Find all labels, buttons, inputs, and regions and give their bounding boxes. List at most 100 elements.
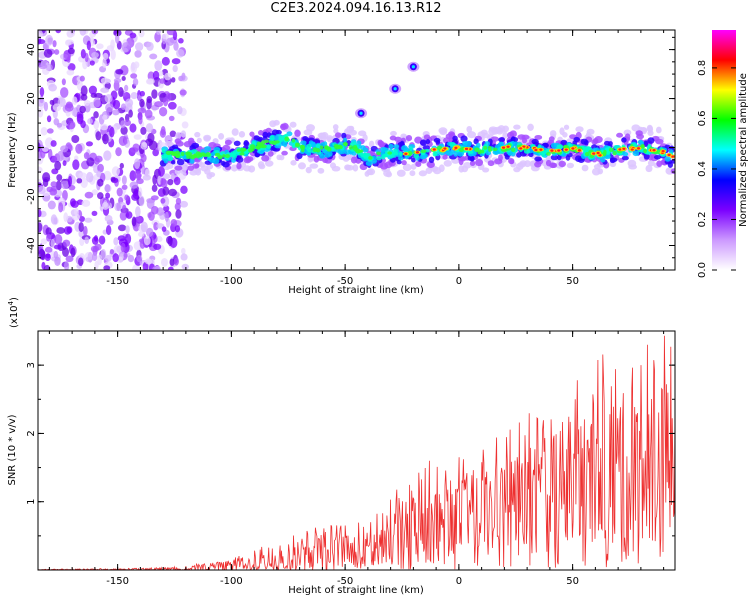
ridge-blob: [253, 135, 260, 141]
snr-y-axis-label: SNR (10 * v/v): [7, 414, 18, 485]
ridge-blob: [348, 125, 355, 132]
ridge-blob: [368, 156, 373, 160]
ridge-hotspot-core: [596, 151, 600, 155]
ridge-blob: [473, 138, 479, 145]
spectrogram-x-axis-label: Height of straight line (km): [288, 285, 424, 296]
noise-blob: [134, 50, 142, 58]
noise-blob: [38, 209, 42, 218]
spectrogram-x-tick-label: -50: [337, 276, 353, 287]
ridge-blob: [305, 146, 312, 151]
noise-blob: [40, 127, 48, 136]
ridge-blob: [423, 134, 431, 141]
ridge-hotspot-core: [415, 151, 420, 154]
ridge-blob: [637, 139, 644, 145]
ridge-blob: [300, 140, 307, 145]
noise-blob: [150, 195, 159, 201]
ridge-blob: [425, 139, 431, 145]
colorbar-tick-label: 0.2: [697, 212, 708, 228]
ridge-blob: [399, 151, 403, 157]
noise-blob: [113, 237, 119, 246]
noise-blob: [111, 166, 121, 177]
noise-blob: [104, 254, 112, 262]
noise-blob: [179, 89, 187, 96]
ridge-blob: [352, 141, 357, 147]
noise-blob: [46, 233, 52, 242]
ridge-hotspot-core: [522, 145, 526, 148]
noise-blob: [93, 111, 99, 119]
ridge-blob: [655, 138, 664, 145]
ridge-blob: [280, 123, 286, 129]
ridge-blob: [390, 130, 397, 137]
noise-blob: [142, 174, 151, 181]
noise-blob: [38, 63, 48, 70]
noise-blob: [91, 189, 98, 196]
ridge-blob: [301, 147, 305, 153]
ridge-blob: [332, 124, 339, 130]
noise-blob: [152, 149, 159, 157]
noise-blob: [66, 69, 75, 76]
noise-blob: [116, 187, 123, 197]
ridge-blob: [488, 127, 497, 136]
noise-blob: [162, 186, 170, 196]
noise-blob: [124, 119, 132, 126]
ridge-blob: [291, 138, 296, 143]
ridge-blob: [392, 148, 398, 154]
ridge-blob: [405, 135, 413, 142]
ridge-blob: [443, 159, 452, 167]
ridge-blob: [231, 128, 239, 136]
noise-blob: [135, 42, 144, 52]
noise-blob: [113, 78, 122, 84]
noise-blob: [58, 202, 64, 213]
noise-blob: [50, 214, 58, 225]
noise-blob: [81, 199, 91, 207]
ridge-blob: [176, 158, 185, 166]
noise-blob: [145, 78, 154, 85]
noise-blob: [114, 33, 120, 44]
ridge-blob: [335, 144, 341, 149]
noise-blob: [152, 174, 157, 185]
ridge-blob: [290, 160, 297, 166]
noise-blob: [120, 103, 127, 111]
noise-blob: [144, 258, 152, 265]
ridge-blob: [363, 155, 370, 160]
ridge-blob: [457, 156, 465, 162]
ridge-blob: [167, 155, 174, 161]
ridge-blob: [281, 150, 288, 156]
noise-blob: [93, 235, 98, 242]
noise-blob: [93, 97, 101, 108]
ridge-blob: [433, 151, 438, 157]
ridge-blob: [550, 162, 558, 169]
ridge-hotspot-core: [671, 155, 675, 158]
ridge-blob: [467, 131, 476, 139]
ridge-blob: [498, 154, 503, 162]
noise-blob: [56, 227, 66, 234]
noise-blob: [133, 134, 142, 140]
noise-blob: [103, 170, 112, 181]
ridge-blob: [334, 132, 342, 138]
ridge-blob: [350, 156, 358, 164]
noise-blob: [129, 32, 137, 39]
noise-blob: [110, 49, 116, 60]
noise-blob: [146, 41, 154, 51]
noise-blob: [180, 253, 188, 261]
ridge-blob: [419, 139, 428, 147]
colorbar-label: Normalized spectral amplitude: [738, 73, 749, 227]
ridge-hotspot-core: [557, 149, 561, 152]
ridge-blob: [352, 164, 359, 172]
ridge-blob: [413, 152, 419, 159]
noise-blob: [125, 98, 134, 108]
noise-blob: [164, 72, 172, 81]
noise-blob: [61, 78, 66, 86]
ridge-blob: [329, 162, 337, 169]
noise-blob: [80, 177, 88, 189]
noise-blob: [86, 40, 91, 51]
ridge-blob: [445, 133, 453, 140]
noise-blob: [42, 178, 49, 188]
noise-blob: [39, 95, 44, 104]
ridge-blob: [199, 162, 206, 168]
ridge-blob: [616, 132, 624, 138]
ridge-blob: [175, 132, 182, 140]
noise-blob: [50, 140, 57, 147]
noise-blob: [97, 163, 104, 173]
snr-x-tick-label: 0: [456, 576, 462, 587]
